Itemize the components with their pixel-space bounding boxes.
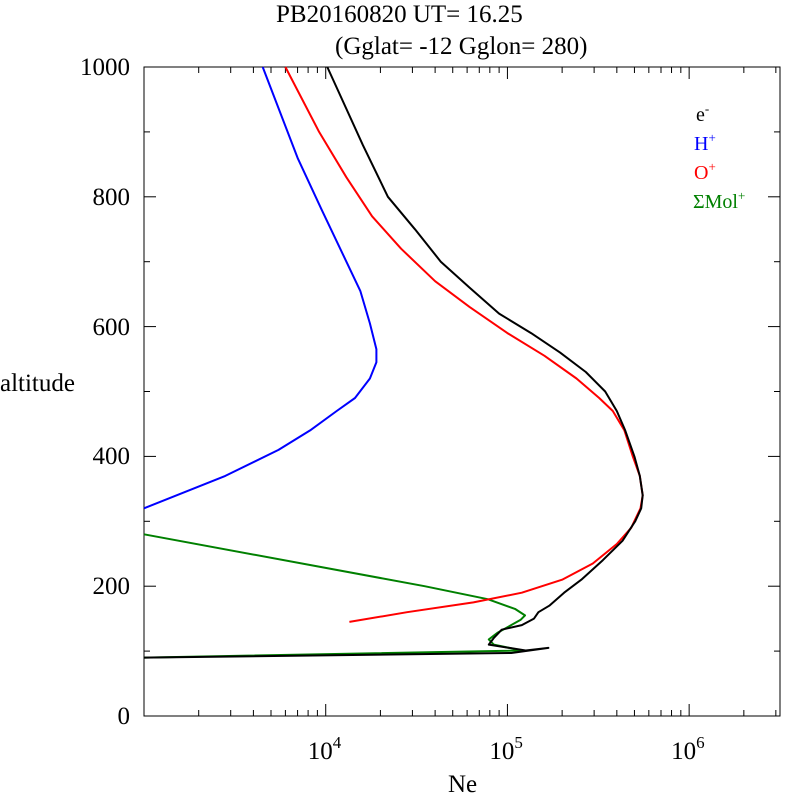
series-line-molecular-ion: [143, 533, 526, 659]
x-tick-label-exponent: 4: [332, 733, 342, 752]
series-line-hydrogen-ion: [143, 66, 378, 510]
series-line-electron: [143, 66, 644, 659]
legend-item-electron: e-: [696, 102, 709, 125]
legend-label: H: [694, 133, 709, 155]
chart-title: PB20160820 UT= 16.25: [276, 1, 523, 28]
plot-frame: [143, 66, 781, 717]
x-tick-label: 106: [671, 734, 705, 764]
y-tick-label: 400: [92, 443, 131, 471]
legend-item-oxygen-ion: O+: [694, 160, 716, 183]
x-tick-label-base: 10: [671, 738, 697, 765]
legend-label: e: [696, 104, 705, 126]
x-tick-label-base: 10: [489, 738, 515, 765]
x-tick-label: 104: [308, 734, 342, 764]
axis-ticks: [143, 66, 780, 717]
y-tick-label: 800: [92, 183, 131, 211]
chart-subtitle: (Gglat= -12 Gglon= 280): [335, 33, 588, 60]
series-layer: [143, 66, 644, 659]
y-tick-label: 600: [92, 313, 131, 341]
legend-item-hydrogen-ion: H+: [694, 131, 716, 154]
legend-label-superscript: +: [708, 130, 716, 145]
y-axis-label: altitude: [0, 370, 75, 397]
y-tick-label: 200: [92, 573, 131, 601]
x-axis-label: Ne: [448, 771, 478, 798]
x-tick-label-base: 10: [307, 738, 333, 765]
legend-label: O: [694, 162, 709, 184]
legend-label-superscript: -: [704, 101, 710, 116]
y-tick-label: 1000: [80, 54, 130, 81]
legend-item-molecular-ion: ΣMol+: [693, 189, 745, 212]
legend-label: ΣMol: [693, 191, 738, 213]
y-tick-label: 0: [117, 703, 131, 730]
x-tick-label-exponent: 6: [696, 733, 705, 752]
x-tick-label-exponent: 5: [514, 733, 523, 752]
legend-label-superscript: +: [737, 188, 746, 203]
legend-label-superscript: +: [708, 159, 716, 174]
x-tick-label: 105: [489, 734, 523, 764]
series-line-oxygen-ion: [284, 66, 644, 623]
